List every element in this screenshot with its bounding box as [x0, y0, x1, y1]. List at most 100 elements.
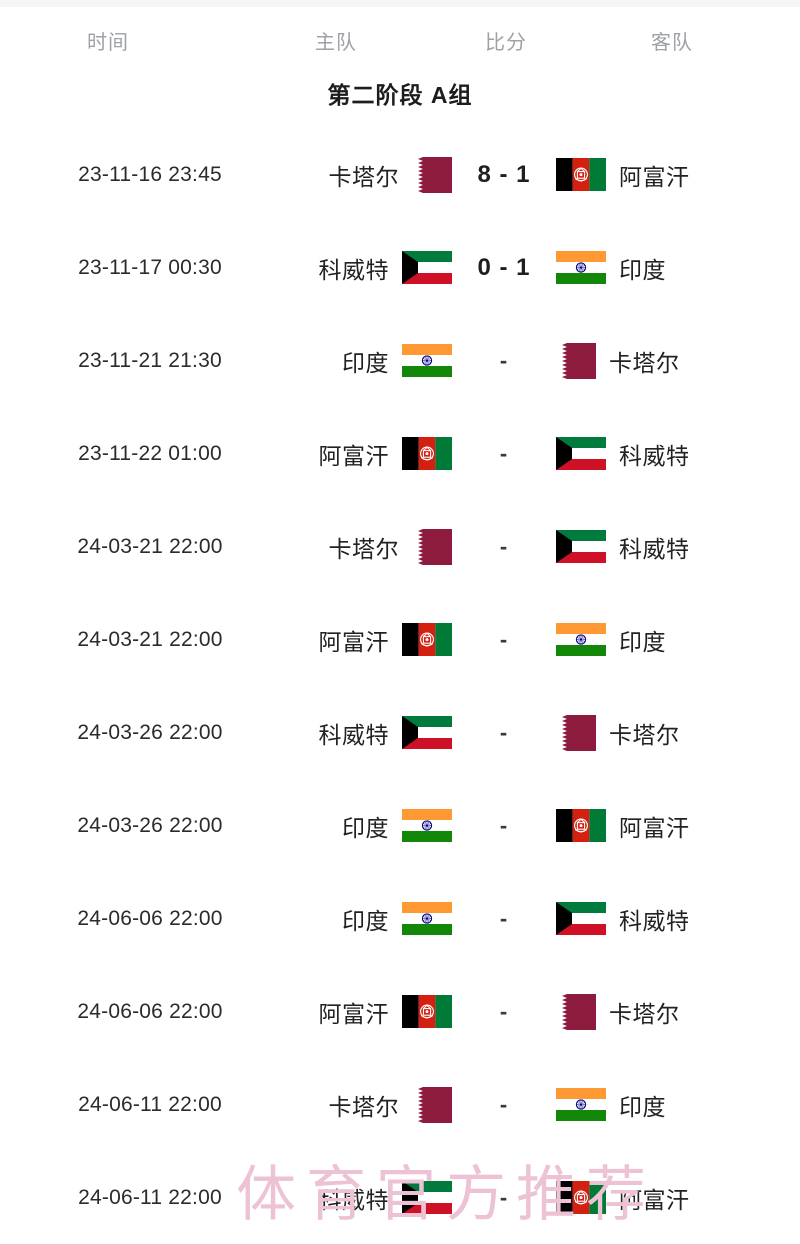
table-row[interactable]: 24-03-21 22:00 阿富汗 - 印度 — [0, 593, 800, 686]
india-flag-icon — [556, 1088, 606, 1121]
match-score: - — [499, 905, 509, 931]
home-team-name: 科威特 — [318, 1186, 389, 1213]
kuwait-flag-icon — [402, 716, 452, 749]
afghanistan-flag-icon — [402, 437, 452, 470]
home-team-name: 阿富汗 — [318, 628, 389, 655]
away-team-name: 卡塔尔 — [609, 1000, 680, 1027]
home-team-name: 科威特 — [318, 256, 389, 283]
away-team-cell[interactable]: 卡塔尔 — [556, 342, 800, 379]
home-team-cell[interactable]: 科威特 — [210, 716, 452, 750]
table-row[interactable]: 23-11-21 21:30 印度 - 卡塔尔 — [0, 314, 800, 407]
india-flag-icon — [402, 344, 452, 377]
match-time: 24-03-26 22:00 — [77, 720, 223, 744]
match-time: 24-03-21 22:00 — [77, 627, 223, 651]
table-row[interactable]: 24-06-06 22:00 阿富汗 - 卡塔尔 — [0, 965, 800, 1058]
afghanistan-flag-icon — [556, 1181, 606, 1214]
home-team-cell[interactable]: 阿富汗 — [210, 437, 452, 471]
match-time: 24-06-06 22:00 — [77, 999, 223, 1023]
home-team-cell[interactable]: 印度 — [210, 344, 452, 378]
match-score: - — [499, 347, 509, 373]
qatar-flag-icon — [412, 528, 452, 565]
qatar-flag-icon — [412, 156, 452, 193]
afghanistan-flag-icon — [402, 623, 452, 656]
kuwait-flag-icon — [556, 437, 606, 470]
table-row[interactable]: 24-06-11 22:00 科威特 - 阿富汗 — [0, 1151, 800, 1244]
away-team-name: 科威特 — [619, 907, 690, 934]
home-team-name: 卡塔尔 — [328, 163, 399, 190]
match-time: 24-06-11 22:00 — [78, 1092, 222, 1116]
away-team-cell[interactable]: 科威特 — [556, 437, 800, 471]
away-team-name: 阿富汗 — [619, 814, 690, 841]
away-team-cell[interactable]: 印度 — [556, 623, 800, 657]
column-header-away: 客队 — [651, 32, 693, 54]
away-team-cell[interactable]: 阿富汗 — [556, 1181, 800, 1215]
home-team-cell[interactable]: 印度 — [210, 809, 452, 843]
home-team-name: 阿富汗 — [318, 442, 389, 469]
home-team-name: 印度 — [342, 907, 389, 934]
table-header-row: 时间 主队 比分 客队 — [0, 0, 800, 72]
qatar-flag-icon — [412, 1086, 452, 1123]
away-team-name: 卡塔尔 — [609, 721, 680, 748]
away-team-cell[interactable]: 卡塔尔 — [556, 993, 800, 1030]
table-row[interactable]: 23-11-16 23:45 卡塔尔 8 - 1 阿富汗 — [0, 128, 800, 221]
home-team-cell[interactable]: 印度 — [210, 902, 452, 936]
match-score: - — [499, 998, 509, 1024]
table-row[interactable]: 24-03-21 22:00 卡塔尔 - 科威特 — [0, 500, 800, 593]
india-flag-icon — [402, 809, 452, 842]
away-team-cell[interactable]: 印度 — [556, 251, 800, 285]
away-team-name: 印度 — [619, 628, 666, 655]
away-team-name: 阿富汗 — [619, 163, 690, 190]
away-team-name: 科威特 — [619, 535, 690, 562]
home-team-cell[interactable]: 卡塔尔 — [210, 528, 452, 565]
match-time: 23-11-21 21:30 — [78, 348, 222, 372]
home-team-name: 卡塔尔 — [328, 535, 399, 562]
afghanistan-flag-icon — [556, 158, 606, 191]
afghanistan-flag-icon — [402, 995, 452, 1028]
home-team-cell[interactable]: 阿富汗 — [210, 623, 452, 657]
home-team-name: 印度 — [342, 814, 389, 841]
match-score: - — [499, 1091, 509, 1117]
away-team-name: 印度 — [619, 1093, 666, 1120]
match-time: 24-06-11 22:00 — [78, 1185, 222, 1209]
table-row[interactable]: 24-06-11 22:00 卡塔尔 - 印度 — [0, 1058, 800, 1151]
match-time: 23-11-17 00:30 — [78, 255, 222, 279]
away-team-cell[interactable]: 科威特 — [556, 902, 800, 936]
kuwait-flag-icon — [402, 1181, 452, 1214]
match-score: - — [499, 1184, 509, 1210]
away-team-cell[interactable]: 科威特 — [556, 530, 800, 564]
match-score: - — [499, 626, 509, 652]
away-team-cell[interactable]: 卡塔尔 — [556, 714, 800, 751]
home-team-cell[interactable]: 科威特 — [210, 251, 452, 285]
table-row[interactable]: 23-11-22 01:00 阿富汗 - 科威特 — [0, 407, 800, 500]
column-header-time: 时间 — [87, 32, 129, 54]
table-row[interactable]: 23-11-17 00:30 科威特 0 - 1 印度 — [0, 221, 800, 314]
table-row[interactable]: 24-03-26 22:00 科威特 - 卡塔尔 — [0, 686, 800, 779]
match-time: 24-03-21 22:00 — [77, 534, 223, 558]
kuwait-flag-icon — [556, 530, 606, 563]
away-team-name: 卡塔尔 — [609, 349, 680, 376]
away-team-cell[interactable]: 阿富汗 — [556, 809, 800, 843]
away-team-name: 印度 — [619, 256, 666, 283]
qatar-flag-icon — [556, 342, 596, 379]
home-team-cell[interactable]: 科威特 — [210, 1181, 452, 1215]
table-row[interactable]: 24-06-06 22:00 印度 - 科威特 — [0, 872, 800, 965]
home-team-cell[interactable]: 卡塔尔 — [210, 1086, 452, 1123]
match-time: 23-11-22 01:00 — [78, 441, 222, 465]
kuwait-flag-icon — [402, 251, 452, 284]
afghanistan-flag-icon — [556, 809, 606, 842]
away-team-cell[interactable]: 阿富汗 — [556, 158, 800, 192]
india-flag-icon — [556, 623, 606, 656]
away-team-cell[interactable]: 印度 — [556, 1088, 800, 1122]
column-header-score: 比分 — [485, 32, 527, 54]
home-team-cell[interactable]: 阿富汗 — [210, 995, 452, 1029]
top-edge-strip — [0, 0, 800, 7]
table-row[interactable]: 24-03-26 22:00 印度 - 阿富汗 — [0, 779, 800, 872]
away-team-name: 阿富汗 — [619, 1186, 690, 1213]
group-stage-title: 第二阶段 A组 — [327, 82, 473, 108]
home-team-name: 印度 — [342, 349, 389, 376]
match-time: 24-03-26 22:00 — [77, 813, 223, 837]
home-team-cell[interactable]: 卡塔尔 — [210, 156, 452, 193]
home-team-name: 阿富汗 — [318, 1000, 389, 1027]
match-score: - — [499, 812, 509, 838]
